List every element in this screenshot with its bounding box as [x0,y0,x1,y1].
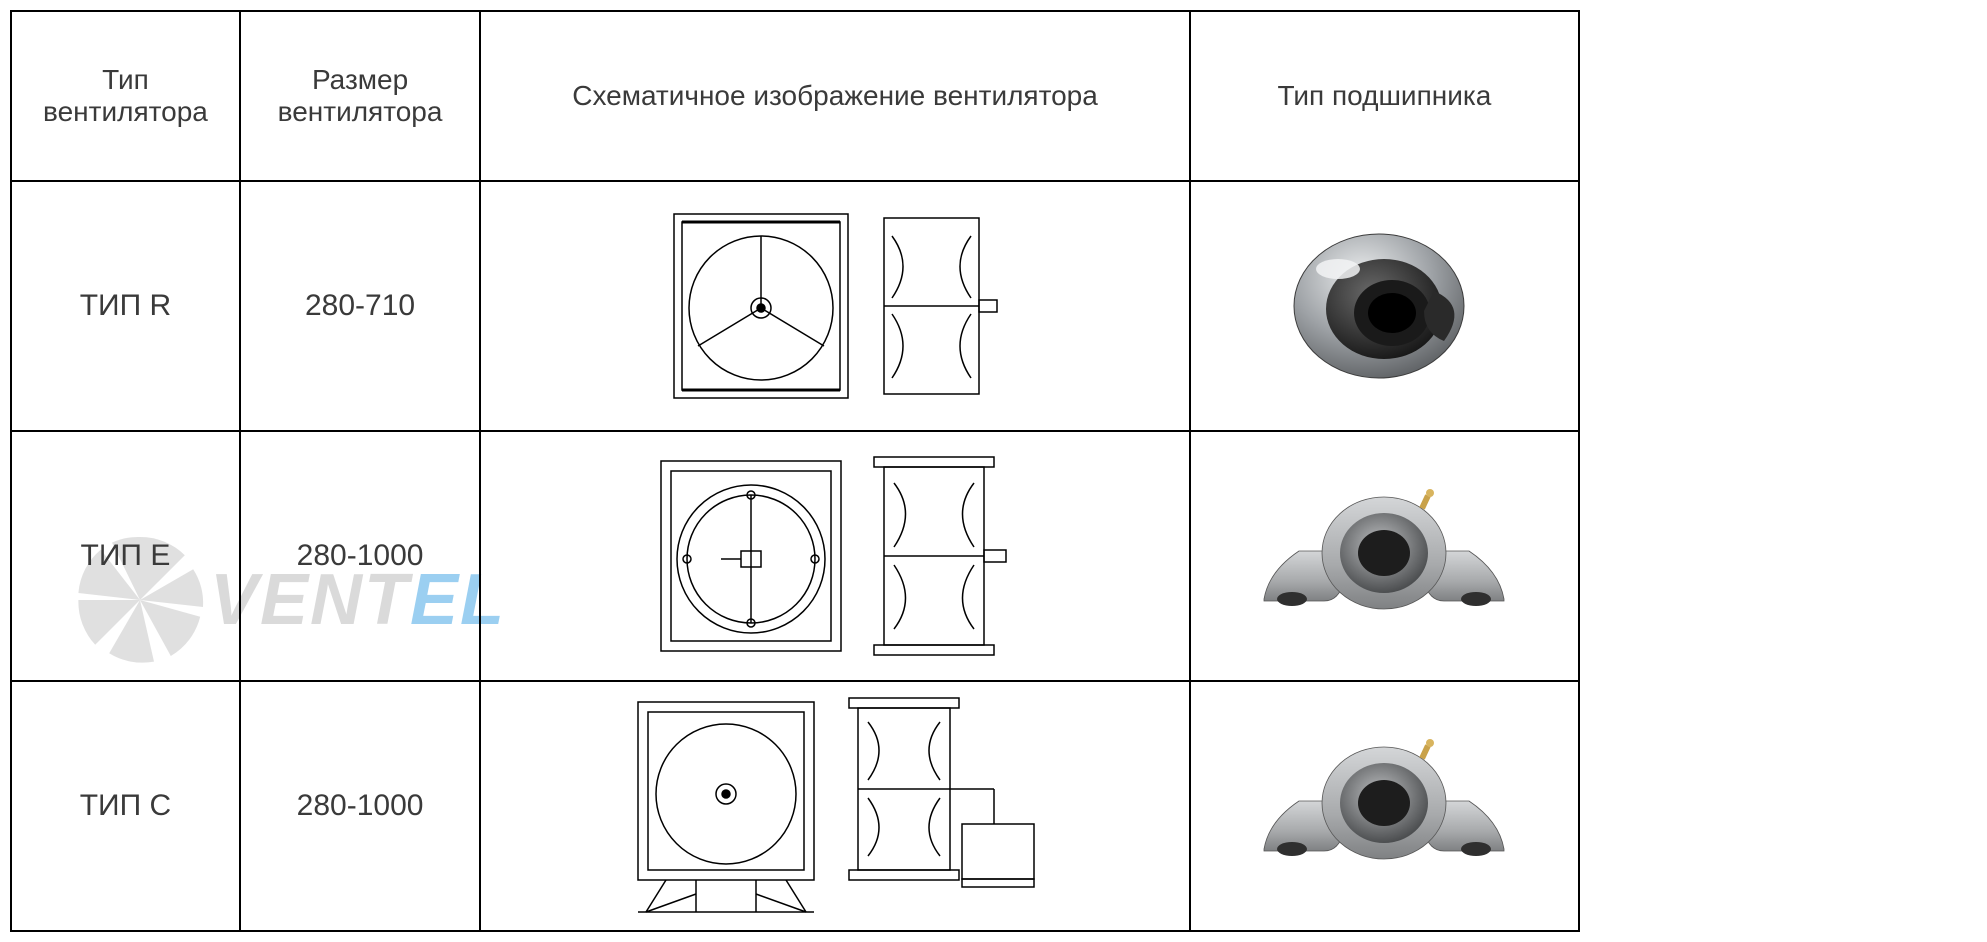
cell-schematic [480,431,1190,681]
bearing-pillow-block-icon [1254,731,1514,881]
cell-schematic [480,181,1190,431]
cell-fan-size: 280-1000 [240,431,480,681]
cell-bearing [1190,181,1579,431]
schematic-side-icon [874,206,1004,406]
cell-fan-type: ТИП C [11,681,240,931]
cell-schematic [480,681,1190,931]
cell-fan-size: 280-1000 [240,681,480,931]
cell-bearing [1190,431,1579,681]
bearing-insert-icon [1284,221,1484,391]
cell-bearing [1190,681,1579,931]
schematic-front-icon [666,206,856,406]
schematic-front-icon [626,694,826,919]
header-fan-size: Размер вентилятора [240,11,480,181]
schematic-side-icon [844,694,1044,919]
cell-fan-type: ТИП E [11,431,240,681]
cell-fan-type: ТИП R [11,181,240,431]
schematic-side-icon [869,451,1019,661]
schematic-front-icon [651,451,851,661]
header-schematic: Схематичное изображение вентилятора [480,11,1190,181]
table-row: ТИП E 280-1000 [11,431,1579,681]
table-row: ТИП R 280-710 [11,181,1579,431]
header-bearing-type: Тип подшипника [1190,11,1579,181]
bearing-pillow-block-icon [1254,481,1514,631]
table-header-row: Тип вентилятора Размер вентилятора Схема… [11,11,1579,181]
cell-fan-size: 280-710 [240,181,480,431]
header-fan-type: Тип вентилятора [11,11,240,181]
table-row: ТИП C 280-1000 [11,681,1579,931]
fan-types-table: Тип вентилятора Размер вентилятора Схема… [10,10,1580,932]
